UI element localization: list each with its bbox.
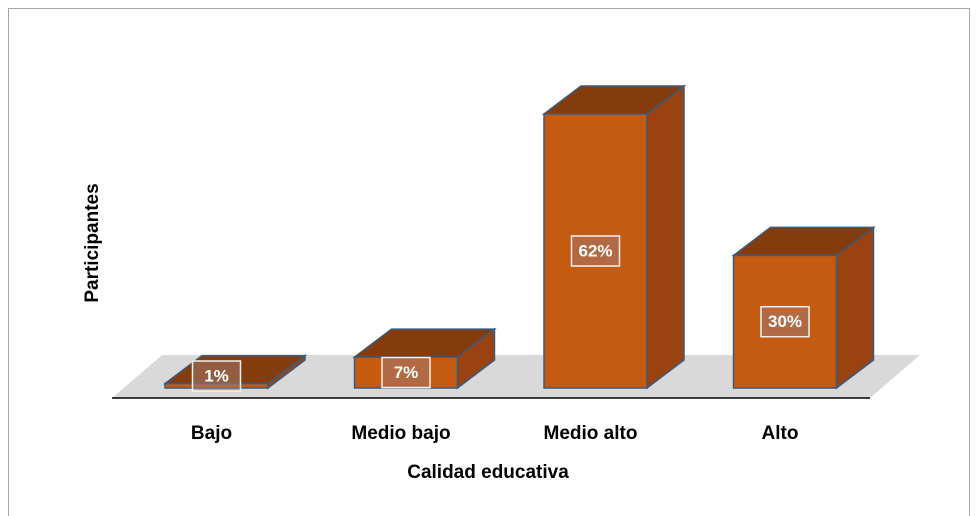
y-axis-title: Participantes <box>82 183 103 302</box>
floor <box>112 355 920 398</box>
value-label: 62% <box>578 241 612 260</box>
value-label-box <box>191 360 242 392</box>
value-label-box <box>570 235 621 267</box>
x-axis-title: Calidad educativa <box>407 462 569 483</box>
value-label-box <box>760 305 810 338</box>
x-tick-label: Alto <box>762 423 799 444</box>
x-tick-label: Medio bajo <box>351 423 450 444</box>
value-label: 7% <box>394 363 419 382</box>
x-tick-label: Medio alto <box>544 423 638 444</box>
bar-side <box>646 84 685 390</box>
value-label: 30% <box>768 312 802 331</box>
x-tick-label: Bajo <box>191 423 232 444</box>
value-label: 1% <box>204 366 229 385</box>
bar <box>732 254 838 389</box>
value-label-box <box>381 356 431 389</box>
